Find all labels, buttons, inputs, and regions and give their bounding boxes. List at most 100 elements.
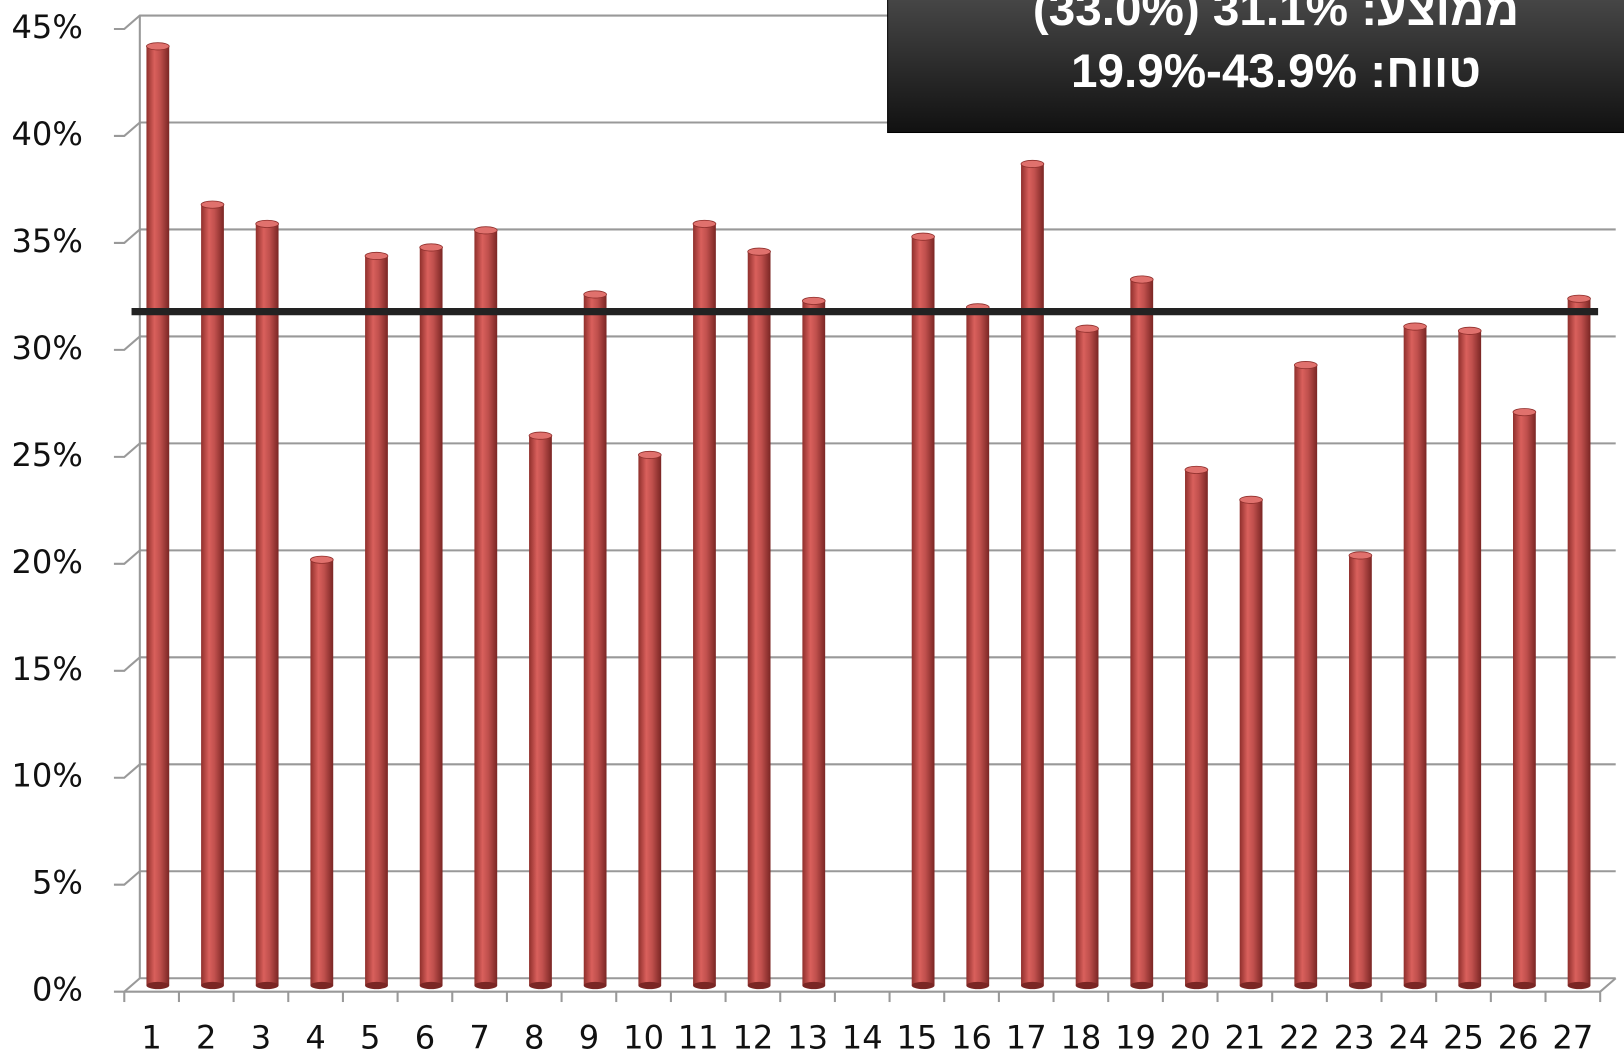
annotation: טווח: 43.9%-19.9%: [1071, 45, 1481, 98]
bar-base: [966, 981, 990, 990]
x-tick-label: 23: [1334, 1018, 1375, 1056]
bar-body: [1021, 163, 1044, 986]
bar-cap: [200, 200, 225, 209]
grid-line: [113, 121, 1616, 137]
bar: [474, 226, 498, 990]
bar: [200, 200, 225, 990]
x-tick-label: 2: [196, 1018, 216, 1056]
bar: [965, 303, 990, 990]
x-tick-label: 13: [787, 1018, 828, 1056]
y-tick-label: 0%: [32, 971, 83, 1009]
x-tick-label: 15: [896, 1018, 937, 1056]
bar-base: [638, 981, 662, 990]
bar-cap: [474, 226, 498, 235]
bar-cap: [364, 251, 389, 260]
bar-body: [966, 307, 990, 986]
bar: [911, 232, 935, 990]
bar-body: [693, 223, 716, 986]
grid-line: [113, 763, 1616, 779]
bar-cap: [747, 247, 771, 256]
bar-body: [1513, 412, 1536, 986]
bar-body: [1075, 328, 1099, 986]
x-tick-label: 27: [1552, 1018, 1593, 1056]
x-tick-label: 1: [141, 1018, 161, 1056]
bar: [1403, 322, 1427, 990]
x-tick-label: 24: [1388, 1018, 1429, 1056]
bar: [1512, 408, 1537, 990]
bar-base: [146, 981, 170, 990]
bar: [528, 431, 553, 990]
annotation: ממוצע: 31.1% (33.0%): [1033, 0, 1519, 36]
bar-body: [146, 46, 170, 986]
bar-body: [583, 294, 607, 986]
x-tick-label: 16: [951, 1018, 992, 1056]
bar-body: [911, 236, 935, 986]
bar: [1184, 465, 1209, 990]
bar-body: [419, 247, 443, 986]
bar: [1348, 551, 1373, 990]
bar-cap: [310, 555, 334, 564]
bar: [310, 555, 334, 990]
x-tick-label: 20: [1170, 1018, 1211, 1056]
bar-base: [1075, 981, 1099, 990]
bar-cap: [419, 243, 443, 252]
x-tick-label: 5: [360, 1018, 380, 1056]
bar-base: [1458, 981, 1482, 990]
grid-line: [113, 977, 1616, 993]
y-tick-label: 5%: [32, 864, 83, 902]
y-tick-label: 45%: [12, 8, 83, 46]
bar-base: [201, 981, 224, 990]
bar-base: [1185, 981, 1208, 990]
bar-body: [201, 204, 224, 986]
bar-body: [638, 454, 662, 986]
bar-base: [1567, 981, 1591, 990]
x-tick-label: 11: [678, 1018, 719, 1056]
bar-cap: [255, 219, 279, 228]
bar-body: [1185, 469, 1208, 986]
bar-base: [1513, 981, 1536, 990]
annotation-box: [887, 0, 1624, 134]
y-tick-label: 30%: [12, 329, 83, 367]
bar-base: [693, 981, 716, 990]
y-tick-label: 25%: [12, 436, 83, 474]
bar-cap: [1512, 408, 1537, 417]
bar: [801, 296, 826, 990]
y-tick-label: 10%: [12, 757, 83, 795]
bar: [419, 243, 443, 990]
bar-cap: [637, 450, 662, 459]
bar-body: [1239, 499, 1263, 986]
bar: [1020, 159, 1045, 990]
bar-base: [583, 981, 607, 990]
bar-body: [255, 223, 279, 986]
bar-body: [1130, 279, 1154, 986]
bar-cap: [1239, 495, 1263, 504]
bar-base: [1021, 981, 1044, 990]
x-tick-label: 17: [1006, 1018, 1047, 1056]
bar: [692, 219, 717, 990]
bar-cap: [801, 296, 826, 305]
grid-line: [113, 228, 1616, 244]
x-tick-label: 9: [579, 1018, 599, 1056]
bar-cap: [1184, 465, 1209, 474]
x-tick-label: 14: [842, 1018, 883, 1056]
grid-line: [113, 549, 1616, 565]
x-tick-label: 10: [623, 1018, 664, 1056]
plot-area: 0%5%10%15%20%25%30%35%40%45%1 2 3 4 5 6 7 8 9 10 1…: [12, 8, 1617, 1056]
bar-cap: [528, 431, 553, 440]
x-tick-label: 7: [469, 1018, 489, 1056]
bar-body: [1403, 326, 1427, 986]
bar-body: [1567, 298, 1591, 986]
x-tick-label: 19: [1115, 1018, 1156, 1056]
x-tick-label: 8: [524, 1018, 544, 1056]
x-tick-label: 18: [1060, 1018, 1101, 1056]
bar-base: [1349, 981, 1372, 990]
bar-cap: [1129, 275, 1154, 284]
bar-base: [365, 981, 388, 990]
bar-cap: [1020, 159, 1045, 169]
x-tick-label: 26: [1498, 1018, 1539, 1056]
bar-cap: [1348, 551, 1373, 560]
bar: [1457, 326, 1482, 990]
bar: [1239, 495, 1263, 990]
bar: [1567, 294, 1591, 990]
bar-cap: [1293, 361, 1318, 370]
